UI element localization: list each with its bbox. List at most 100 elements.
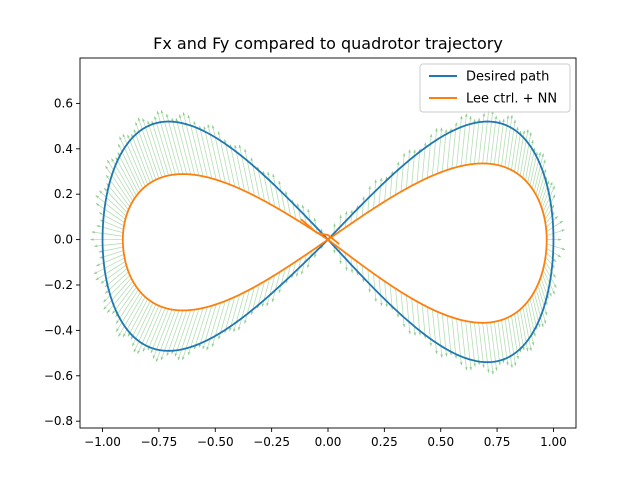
x-tick-label: 0.75 xyxy=(484,435,511,449)
y-axis: −0.8 −0.6 −0.4 −0.2 0.0 0.2 0.4 0.6 xyxy=(44,96,80,428)
series-lee-nn xyxy=(121,162,548,324)
force-vector xyxy=(421,304,426,339)
y-tick-label: −0.6 xyxy=(44,369,73,383)
force-vector-head xyxy=(440,354,444,358)
force-vector xyxy=(533,153,544,192)
force-vector-head xyxy=(522,130,526,134)
force-vector-head xyxy=(528,132,532,136)
series-lee-nn-transient xyxy=(300,218,340,245)
force-vector-head xyxy=(300,271,304,275)
force-vector xyxy=(100,264,127,284)
force-vector-head xyxy=(117,152,121,156)
x-tick-label: 1.00 xyxy=(540,435,567,449)
force-vector xyxy=(361,196,365,217)
force-vector-head xyxy=(464,113,468,117)
force-vector-head xyxy=(469,366,473,371)
force-vector xyxy=(542,185,556,213)
force-vector-head xyxy=(233,144,237,149)
force-vector-head xyxy=(486,369,490,373)
force-vector-head xyxy=(368,185,372,190)
force-vector-head xyxy=(155,358,159,362)
force-vector xyxy=(233,292,245,332)
force-vector xyxy=(285,191,292,217)
x-tick-label: −0.75 xyxy=(141,435,178,449)
force-vector-head xyxy=(385,303,389,307)
force-vector-head xyxy=(90,238,94,242)
force-vector xyxy=(367,269,371,293)
legend-label-desired-path: Desired path xyxy=(466,70,549,85)
force-vector xyxy=(105,165,132,205)
force-vector xyxy=(469,321,476,367)
force-vector xyxy=(446,128,452,171)
force-vector-head xyxy=(439,127,443,131)
force-vector-head xyxy=(233,328,236,332)
force-vector-head xyxy=(223,139,227,143)
force-vector-head xyxy=(153,116,157,120)
force-vector xyxy=(456,318,462,366)
force-vector xyxy=(244,148,255,196)
force-vector-head xyxy=(543,320,547,324)
force-vector-head xyxy=(313,254,317,258)
force-vector xyxy=(519,129,529,176)
force-vector-head xyxy=(206,346,210,351)
force-vector-head xyxy=(552,274,556,278)
force-vector xyxy=(95,203,125,223)
force-vector xyxy=(373,273,377,302)
force-vector-head xyxy=(413,149,417,153)
force-vector xyxy=(546,220,564,232)
force-vector-head xyxy=(501,118,506,123)
force-vector xyxy=(115,292,141,332)
force-vector xyxy=(179,114,196,175)
force-vector xyxy=(504,318,513,368)
force-vector xyxy=(171,310,188,355)
force-vector-head xyxy=(238,144,242,149)
force-vector xyxy=(516,311,525,351)
force-vector xyxy=(465,320,472,371)
force-vector xyxy=(361,265,365,282)
force-vector-head xyxy=(142,118,146,122)
force-vector-head xyxy=(228,327,232,332)
force-vector xyxy=(411,298,416,336)
force-vector xyxy=(426,133,432,179)
force-vector xyxy=(307,208,313,230)
force-vector-head xyxy=(510,364,514,368)
force-vector-head xyxy=(521,346,525,351)
force-vector-head xyxy=(95,277,100,280)
y-tick-label: −0.4 xyxy=(44,323,73,337)
force-vector-head xyxy=(379,302,383,307)
force-vector-head xyxy=(171,117,175,122)
force-vector xyxy=(524,304,534,346)
force-vector-head xyxy=(537,323,541,328)
force-vector xyxy=(486,322,494,375)
x-tick-label: −0.25 xyxy=(253,435,290,449)
force-vector xyxy=(542,269,556,295)
force-vector xyxy=(493,321,501,366)
force-vector-head xyxy=(301,204,305,209)
force-vector-head xyxy=(459,115,463,120)
force-vector-head xyxy=(549,181,553,186)
force-vector-head xyxy=(402,323,406,328)
force-vector-head xyxy=(510,114,514,119)
force-vector xyxy=(166,113,184,175)
force-vector-head xyxy=(313,217,317,222)
force-vector-head xyxy=(133,129,137,133)
force-vector-head xyxy=(267,171,271,176)
force-vector xyxy=(238,289,250,331)
force-vector xyxy=(267,171,276,207)
force-vector-head xyxy=(538,152,542,156)
force-vector-head xyxy=(429,134,433,138)
force-vector xyxy=(137,117,160,179)
force-vector-head xyxy=(165,113,169,118)
force-vector-head xyxy=(526,129,530,133)
force-vector-head xyxy=(561,247,566,251)
force-vector xyxy=(96,225,124,234)
force-vector-head xyxy=(160,110,164,114)
force-vector xyxy=(193,121,208,178)
force-vector xyxy=(378,277,382,307)
force-vector-head xyxy=(193,121,197,125)
x-tick-label: −1.00 xyxy=(84,435,121,449)
force-vector xyxy=(482,109,490,164)
force-vector xyxy=(166,310,184,356)
force-vector-head xyxy=(515,126,519,131)
